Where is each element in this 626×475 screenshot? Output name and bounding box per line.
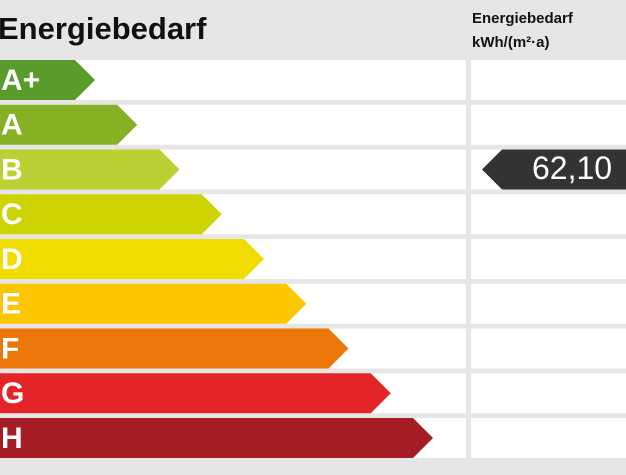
class-bar <box>0 373 391 414</box>
class-bar <box>0 239 264 279</box>
column-header-unit: kWh/(m²·a) <box>472 34 550 51</box>
row-right <box>471 418 626 458</box>
row-right <box>471 328 626 369</box>
row-right <box>471 373 626 414</box>
class-label: F <box>1 332 19 365</box>
title: Energiebedarf <box>0 11 207 46</box>
class-bar <box>0 328 349 369</box>
class-bar <box>0 194 222 235</box>
class-label: A <box>1 109 23 142</box>
value-marker <box>482 149 626 190</box>
row-right <box>471 104 626 145</box>
class-label: H <box>1 422 23 455</box>
row-right <box>471 283 626 324</box>
value-label: 62,10 <box>532 150 612 186</box>
class-label: D <box>1 243 23 276</box>
row-right <box>471 60 626 100</box>
class-bar <box>0 418 433 458</box>
class-label: E <box>1 288 21 321</box>
class-bar <box>0 149 180 190</box>
class-bar <box>0 60 95 100</box>
class-label: A+ <box>1 64 40 97</box>
class-label: B <box>1 153 23 186</box>
class-bar <box>0 104 138 145</box>
class-bar <box>0 283 307 324</box>
row-right <box>471 239 626 279</box>
class-label: G <box>1 377 24 410</box>
row-right <box>471 194 626 235</box>
class-label: C <box>1 198 23 231</box>
column-header: Energiebedarf <box>472 10 574 27</box>
